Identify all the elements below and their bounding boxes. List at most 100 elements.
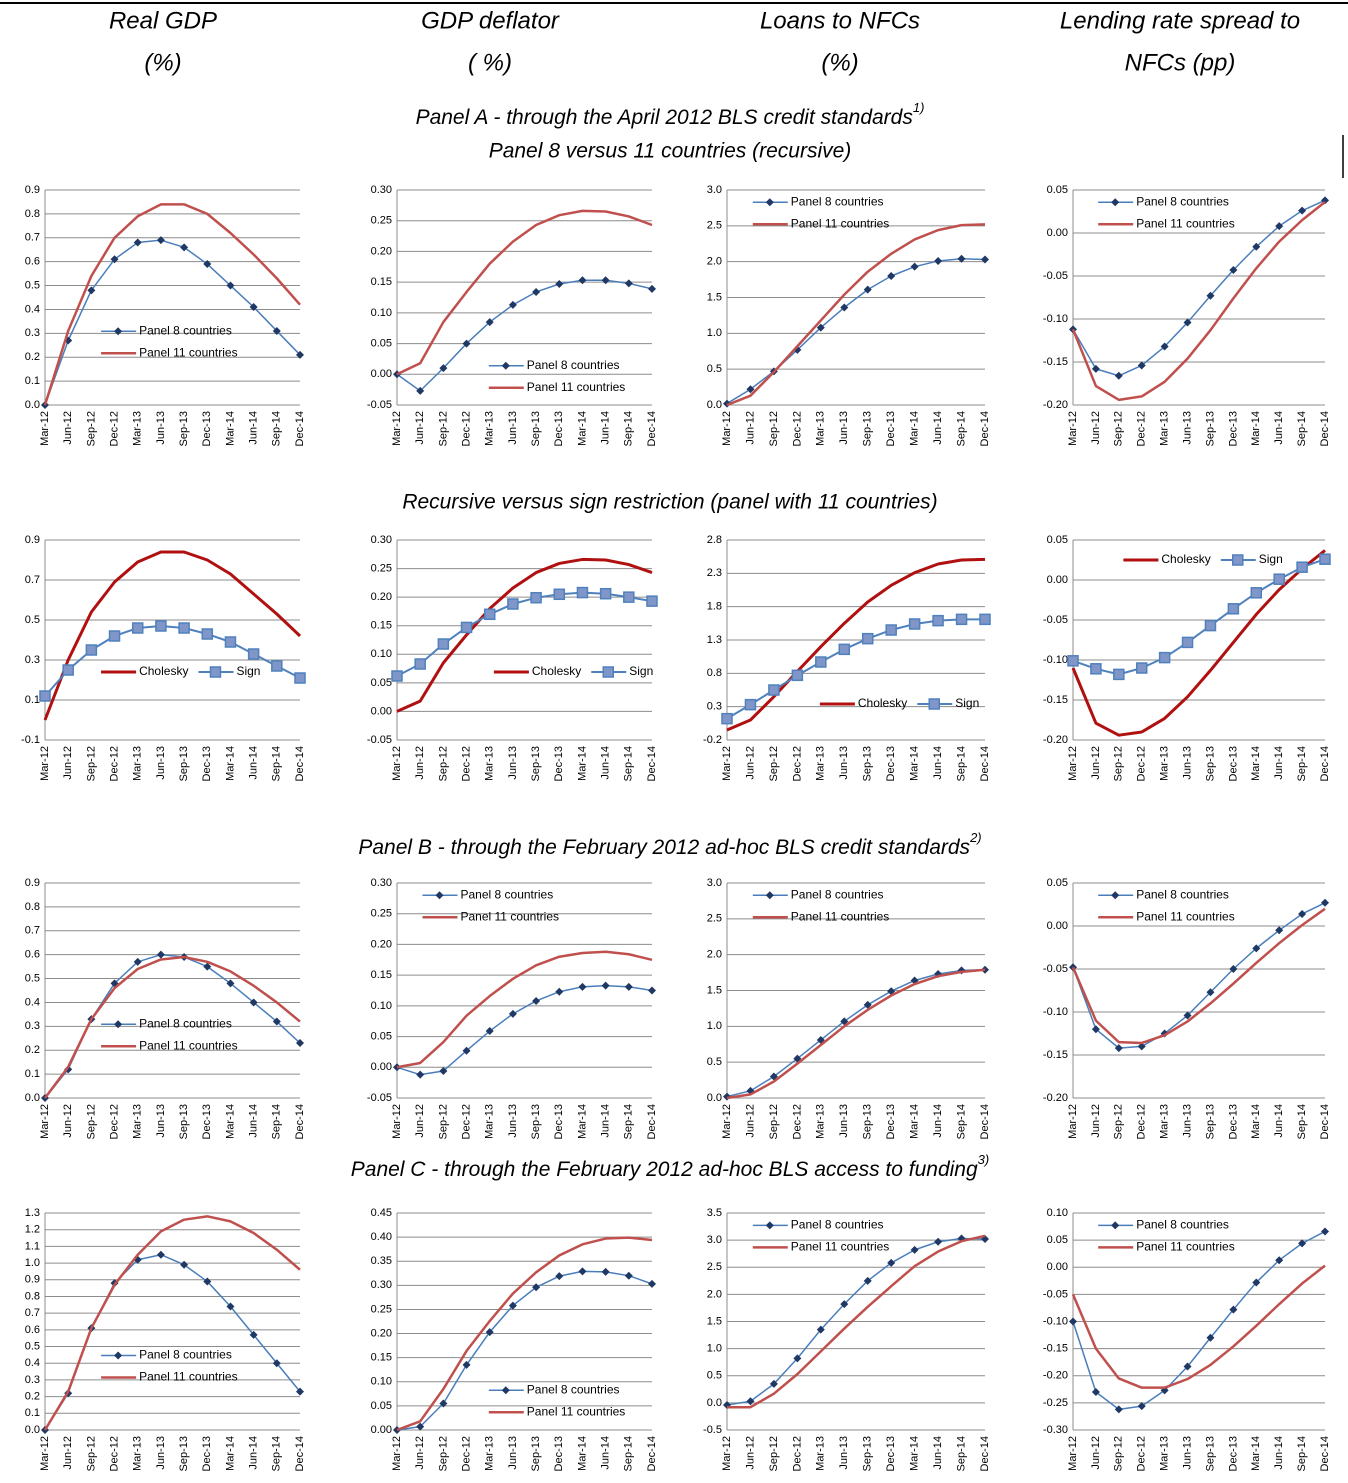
- series-line: [1071, 907, 1326, 1045]
- marker: [746, 1397, 755, 1406]
- series-line: [396, 950, 653, 1069]
- y-tick-label: 2.5: [707, 220, 722, 232]
- y-tick-label: -0.20: [1043, 734, 1068, 746]
- y-tick-label: -0.2: [703, 734, 722, 746]
- legend-label: Panel 11 countries: [791, 909, 890, 923]
- x-tick-label: Dec-14: [646, 411, 658, 446]
- y-tick-label: 0.3: [25, 654, 40, 666]
- legend-label: Sign: [629, 664, 653, 678]
- marker: [296, 350, 304, 359]
- marker: [226, 979, 235, 988]
- marker: [648, 284, 656, 293]
- marker: [439, 1066, 448, 1075]
- y-tick-label: 0.2: [25, 1044, 40, 1056]
- heading-text: Panel A - through the April 2012 BLS cre…: [416, 106, 914, 129]
- y-tick-label: 0.00: [371, 1424, 392, 1436]
- marker: [887, 1258, 896, 1267]
- x-tick-label: Sep-13: [862, 411, 874, 446]
- y-tick-label: 0.20: [371, 938, 392, 950]
- marker: [203, 962, 212, 971]
- x-tick-label: Sep-14: [1296, 1104, 1308, 1139]
- x-tick-label: Sep-12: [437, 746, 449, 781]
- y-tick-label: 0.05: [371, 337, 392, 349]
- x-tick-label: Mar-12: [721, 411, 733, 446]
- legend-item: Panel 11 countries: [488, 1404, 625, 1418]
- x-tick-label: Mar-13: [484, 1436, 496, 1471]
- y-tick-label: 0.05: [1047, 1234, 1068, 1246]
- x-tick-label: Jun-12: [744, 1436, 756, 1470]
- legend-marker: [114, 1351, 123, 1360]
- marker: [1298, 1239, 1307, 1248]
- y-tick-label: 0.35: [371, 1255, 392, 1267]
- series-line: [396, 1270, 653, 1431]
- marker: [272, 1359, 281, 1368]
- section-heading: Panel C - through the February 2012 ad-h…: [351, 1152, 989, 1180]
- y-tick-label: 2.0: [707, 256, 722, 268]
- x-tick-label: Dec-12: [108, 1436, 120, 1471]
- x-tick-label: Mar-14: [909, 1436, 921, 1471]
- x-tick-label: Sep-14: [955, 1436, 967, 1471]
- marker: [532, 996, 541, 1005]
- y-tick-label: 0.2: [25, 351, 40, 363]
- marker: [1183, 1011, 1192, 1020]
- marker: [391, 670, 403, 682]
- x-tick-label: Jun-12: [414, 1104, 426, 1138]
- marker: [1158, 651, 1171, 664]
- heading-note: 3): [978, 1152, 990, 1167]
- marker: [840, 303, 849, 312]
- marker: [224, 636, 237, 648]
- y-tick-label: 0.9: [25, 534, 40, 546]
- y-tick-label: -0.05: [1043, 1288, 1068, 1300]
- marker: [249, 1330, 258, 1339]
- x-tick-label: Sep-12: [1113, 411, 1125, 446]
- marker: [648, 1279, 656, 1288]
- y-tick-label: 2.8: [707, 534, 722, 546]
- chart: -0.05 0.00 0.05 0.10 0.15 0.20 0.25 0.30 Mar-12 J…: [367, 534, 658, 782]
- marker: [1250, 587, 1263, 599]
- x-tick-label: Mar-14: [909, 1104, 921, 1139]
- x-tick-label: Jun-13: [838, 1436, 850, 1470]
- marker: [87, 286, 96, 295]
- y-tick-label: -0.15: [1043, 694, 1068, 706]
- marker: [955, 613, 968, 626]
- y-tick-label: 1.5: [707, 984, 722, 996]
- y-tick-label: 0.10: [1047, 1207, 1068, 1219]
- x-tick-label: Dec-13: [553, 746, 565, 781]
- marker: [769, 1379, 778, 1388]
- x-tick-label: Jun-12: [62, 1436, 74, 1470]
- legend-item: Panel 8 countries: [1098, 887, 1229, 901]
- x-tick-label: Sep-14: [623, 1104, 635, 1139]
- x-tick-label: Mar-14: [576, 746, 588, 781]
- x-tick-label: Sep-13: [178, 746, 190, 781]
- x-tick-label: Jun-13: [838, 411, 850, 445]
- x-tick-label: Mar-12: [391, 1104, 403, 1139]
- y-tick-label: 3.0: [707, 1234, 722, 1246]
- x-tick-label: Jun-12: [414, 746, 426, 780]
- legend-label: Panel 11 countries: [791, 1240, 890, 1254]
- marker: [1321, 1227, 1329, 1236]
- legend-label: Panel 8 countries: [1136, 887, 1229, 901]
- y-tick-label: -0.05: [1043, 963, 1068, 975]
- legend-label: Panel 11 countries: [527, 380, 626, 394]
- y-tick-label: -0.05: [367, 399, 392, 411]
- marker: [271, 660, 283, 672]
- legend-item: Cholesky: [1123, 552, 1211, 566]
- marker: [439, 364, 448, 373]
- marker: [1067, 655, 1079, 667]
- marker: [746, 385, 755, 394]
- x-tick-label: Jun-13: [838, 1104, 850, 1138]
- x-tick-label: Dec-14: [1319, 746, 1331, 781]
- y-tick-label: -0.15: [1043, 1049, 1068, 1061]
- chart: 0.0 0.1 0.2 0.3 0.4 0.5 0.6 0.7 0.8 0.9 1.0 1.1 1.2 1…: [25, 1207, 306, 1472]
- legend-item: Panel 11 countries: [752, 1240, 890, 1254]
- x-tick-label: Jun-13: [1181, 411, 1193, 445]
- y-tick-label: 0.3: [25, 1374, 40, 1386]
- marker: [863, 1000, 872, 1009]
- series-line: [726, 223, 986, 407]
- x-tick-label: Dec-13: [201, 1436, 213, 1471]
- marker: [62, 664, 74, 676]
- marker: [578, 276, 587, 285]
- x-tick-label: Dec-12: [1136, 411, 1148, 446]
- marker: [532, 1283, 541, 1292]
- marker: [180, 1260, 189, 1269]
